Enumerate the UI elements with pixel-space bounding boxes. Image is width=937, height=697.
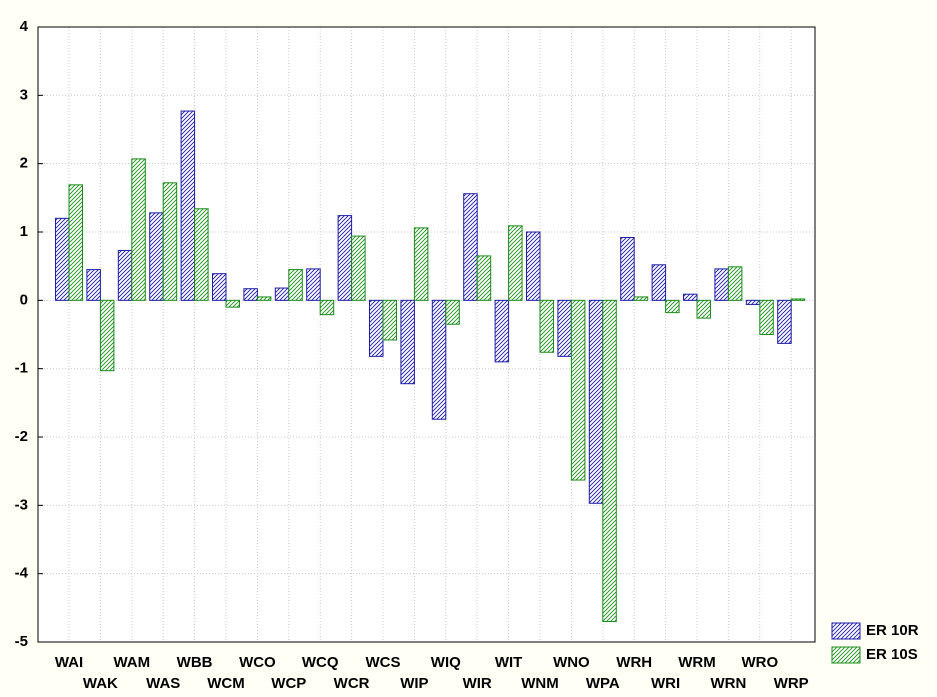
x-tick-label: WAS: [146, 675, 180, 692]
bar: [620, 236, 635, 301]
y-tick-label: 4: [20, 18, 29, 35]
bar: [306, 268, 321, 301]
bar: [476, 255, 492, 301]
bar: [665, 299, 680, 314]
bar: [400, 299, 415, 385]
x-tick-label: WBB: [177, 654, 213, 671]
x-tick-label: WIR: [463, 675, 492, 692]
y-tick-label: 1: [20, 223, 28, 240]
bar: [319, 299, 335, 316]
x-tick-label: WCO: [239, 654, 276, 671]
bar: [570, 299, 586, 481]
y-tick-label: 2: [20, 155, 28, 172]
bar: [131, 158, 146, 301]
legend-label: ER 10S: [866, 646, 918, 663]
legend-swatch: [831, 622, 861, 640]
x-tick-label: WRP: [774, 675, 809, 692]
y-tick-label: -2: [15, 428, 28, 445]
plot-border: [37, 26, 816, 643]
bar: [351, 235, 366, 301]
bar: [243, 288, 258, 301]
bar: [99, 299, 115, 372]
bar: [633, 296, 649, 301]
x-tick-label: WRH: [616, 654, 652, 671]
bar: [337, 215, 353, 301]
y-tick-label: -3: [15, 496, 28, 513]
bar: [288, 269, 303, 301]
x-tick-label: WRI: [651, 675, 680, 692]
bar: [117, 249, 133, 301]
bar: [651, 264, 667, 301]
bar: [494, 299, 510, 363]
x-tick-label: WCS: [366, 654, 401, 671]
bar: [382, 299, 397, 341]
bar: [508, 225, 523, 301]
y-tick-label: -4: [15, 565, 29, 582]
bar: [463, 193, 478, 301]
y-tick-label: 0: [20, 291, 28, 308]
bar: [86, 269, 101, 301]
bar: [149, 212, 164, 301]
x-tick-label: WAK: [83, 675, 118, 692]
bar: [180, 110, 196, 301]
x-tick-label: WRM: [678, 654, 716, 671]
bar: [225, 299, 240, 308]
bar: [790, 298, 806, 301]
bar: [212, 273, 227, 301]
bar: [526, 231, 541, 301]
plot-area: [38, 27, 815, 642]
y-tick-label: 3: [20, 86, 28, 103]
x-tick-label: WRO: [741, 654, 778, 671]
bar: [194, 208, 209, 301]
bar: [727, 266, 743, 301]
bar: [602, 299, 617, 622]
x-tick-label: WIT: [495, 654, 523, 671]
x-tick-label: WCM: [207, 675, 245, 692]
bar: [369, 299, 384, 357]
bar: [55, 217, 70, 301]
x-tick-label: WNO: [553, 654, 590, 671]
x-tick-label: WRN: [710, 675, 746, 692]
bar: [431, 299, 447, 420]
bar: [759, 299, 774, 336]
bar: [696, 299, 711, 319]
bar: [777, 299, 792, 344]
bar: [68, 184, 83, 301]
bar: [683, 293, 698, 301]
x-tick-label: WCR: [334, 675, 370, 692]
bar: [557, 299, 572, 357]
y-tick-label: -5: [15, 633, 28, 650]
bar: [745, 299, 761, 305]
bar: [413, 227, 429, 301]
x-tick-label: WCP: [271, 675, 306, 692]
bar: [539, 299, 554, 353]
x-tick-label: WNM: [521, 675, 559, 692]
bar: [445, 299, 460, 325]
bar: [256, 296, 272, 301]
legend-swatch: [831, 646, 861, 664]
bar: [162, 182, 178, 301]
bar: [274, 287, 290, 301]
y-tick-label: -1: [15, 360, 28, 377]
legend-label: ER 10R: [866, 622, 919, 639]
x-tick-label: WAM: [113, 654, 150, 671]
bar: [714, 268, 729, 301]
x-tick-label: WAI: [55, 654, 83, 671]
x-tick-label: WPA: [586, 675, 620, 692]
bar: [588, 299, 604, 504]
x-tick-label: WCQ: [302, 654, 339, 671]
x-tick-label: WIQ: [431, 654, 461, 671]
x-tick-label: WIP: [400, 675, 428, 692]
